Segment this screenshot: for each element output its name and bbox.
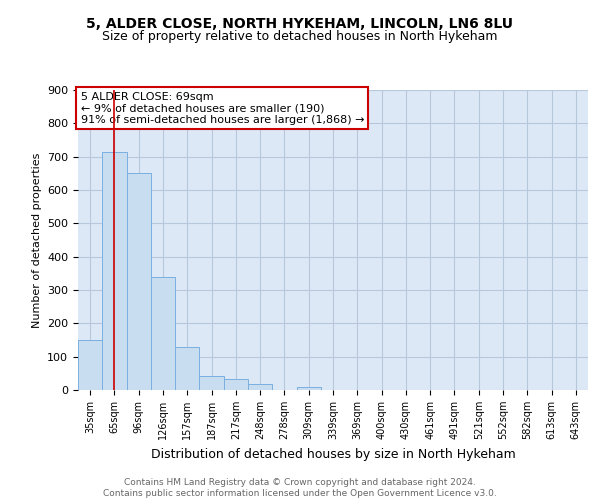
Bar: [175, 346, 199, 390]
Bar: [102, 152, 127, 390]
Bar: [78, 340, 102, 390]
Bar: [199, 376, 224, 390]
Y-axis label: Number of detached properties: Number of detached properties: [32, 152, 41, 328]
Bar: [224, 379, 248, 390]
Bar: [248, 384, 272, 390]
Text: Contains HM Land Registry data © Crown copyright and database right 2024.
Contai: Contains HM Land Registry data © Crown c…: [103, 478, 497, 498]
Bar: [296, 388, 321, 390]
Bar: [151, 276, 175, 390]
Text: Size of property relative to detached houses in North Hykeham: Size of property relative to detached ho…: [102, 30, 498, 43]
Text: 5 ALDER CLOSE: 69sqm
← 9% of detached houses are smaller (190)
91% of semi-detac: 5 ALDER CLOSE: 69sqm ← 9% of detached ho…: [80, 92, 364, 124]
X-axis label: Distribution of detached houses by size in North Hykeham: Distribution of detached houses by size …: [151, 448, 515, 460]
Text: 5, ALDER CLOSE, NORTH HYKEHAM, LINCOLN, LN6 8LU: 5, ALDER CLOSE, NORTH HYKEHAM, LINCOLN, …: [86, 18, 514, 32]
Bar: [127, 174, 151, 390]
